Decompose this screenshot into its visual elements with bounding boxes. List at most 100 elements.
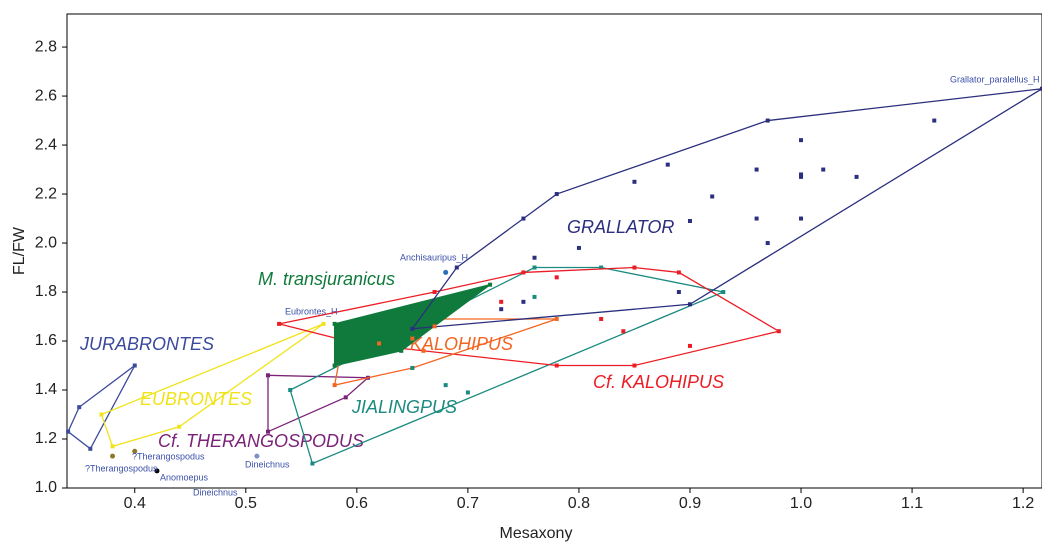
y-tick-label: 2.4 [35, 136, 57, 153]
group-label: Cf. KALOHIPUS [593, 372, 724, 392]
hull-vertex [111, 444, 115, 448]
hull-vertex [344, 395, 348, 399]
group-label: JURABRONTES [79, 334, 214, 354]
y-axis-label: FL/FW [11, 226, 28, 275]
specimen-label: Grallator_paralellus_H [950, 74, 1040, 84]
point [410, 337, 414, 341]
x-tick-label: 1.0 [790, 495, 812, 512]
point [444, 383, 448, 387]
specimen-label: ?Therangospodus [85, 463, 158, 473]
hull-vertex [322, 322, 326, 326]
specimen-point [254, 454, 259, 459]
point [710, 194, 714, 198]
y-tick-label: 1.2 [35, 430, 57, 447]
hull-vertex [777, 329, 781, 333]
hull-vertex [333, 383, 337, 387]
hull-vertex [688, 302, 692, 306]
point [677, 290, 681, 294]
point [521, 217, 525, 221]
specimen-label: Anomoepus [160, 472, 209, 482]
point [688, 344, 692, 348]
point [599, 317, 603, 321]
specimen-label: Dineichnus [193, 487, 238, 497]
specimen-label: Dineichnus [245, 459, 290, 469]
point [555, 275, 559, 279]
group-label: JIALINGPUS [351, 397, 457, 417]
y-tick-label: 1.6 [35, 332, 57, 349]
point [521, 300, 525, 304]
plot-frame [67, 14, 1042, 488]
point [577, 246, 581, 250]
hull-vertex [766, 119, 770, 123]
y-tick-label: 2.8 [35, 38, 57, 55]
point [666, 163, 670, 167]
point [821, 168, 825, 172]
specimen-point [110, 454, 115, 459]
group-label: EUBRONTES [140, 389, 252, 409]
hull-vertex [66, 430, 70, 434]
x-axis-label: Mesaxony [500, 525, 573, 542]
y-tick-label: 1.8 [35, 283, 57, 300]
hull-vertex [277, 322, 281, 326]
point [499, 300, 503, 304]
point [621, 329, 625, 333]
hull-vertex [721, 290, 725, 294]
hull-vertex [433, 290, 437, 294]
chart: Mesaxony FL/FW 0.40.50.60.70.80.91.01.11… [0, 0, 1042, 546]
hull-vertex [288, 388, 292, 392]
y-tick-label: 2.6 [35, 87, 57, 104]
point [377, 341, 381, 345]
hull-vertex [310, 462, 314, 466]
hull-vertex [677, 270, 681, 274]
hull-vertex [177, 425, 181, 429]
hull-vertex [99, 413, 103, 417]
point [855, 175, 859, 179]
hull-vertex [521, 270, 525, 274]
hull-vertex [399, 349, 403, 353]
hull-vertex [533, 266, 537, 270]
point [421, 349, 425, 353]
hull-vertex [555, 192, 559, 196]
point [533, 295, 537, 299]
point [466, 390, 470, 394]
point [533, 256, 537, 260]
hull-vertex [133, 364, 137, 368]
specimen-point [443, 270, 448, 275]
hull [412, 89, 1042, 329]
point [799, 138, 803, 142]
hull-vertex [455, 266, 459, 270]
hull-vertex [632, 266, 636, 270]
hull-vertex [555, 364, 559, 368]
hull-vertex [77, 405, 81, 409]
point [433, 324, 437, 328]
point [766, 241, 770, 245]
point [499, 307, 503, 311]
point [799, 175, 803, 179]
x-tick-label: 0.6 [346, 495, 368, 512]
hull-vertex [555, 317, 559, 321]
hull-vertex [266, 373, 270, 377]
point [755, 168, 759, 172]
specimen-label: ?Therangospodus [132, 451, 205, 461]
x-tick-label: 0.4 [124, 495, 146, 512]
y-tick-label: 1.4 [35, 381, 57, 398]
hull-vertex [410, 327, 414, 331]
group-label: Cf. THERANGOSPODUS [158, 431, 364, 451]
x-tick-label: 0.5 [235, 495, 257, 512]
point [755, 217, 759, 221]
group-label: GRALLATOR [567, 217, 674, 237]
x-tick-label: 1.2 [1012, 495, 1034, 512]
x-tick-label: 1.1 [901, 495, 923, 512]
point [410, 366, 414, 370]
y-tick-label: 2.0 [35, 234, 57, 251]
x-tick-label: 0.8 [568, 495, 590, 512]
specimen-label: Eubrontes_H [285, 306, 338, 316]
hull-vertex [88, 447, 92, 451]
hull-vertex [333, 364, 337, 368]
hull-vertex [488, 283, 492, 287]
y-tick-label: 2.2 [35, 185, 57, 202]
hull-vertex [632, 364, 636, 368]
point [632, 180, 636, 184]
point [688, 219, 692, 223]
point [799, 217, 803, 221]
